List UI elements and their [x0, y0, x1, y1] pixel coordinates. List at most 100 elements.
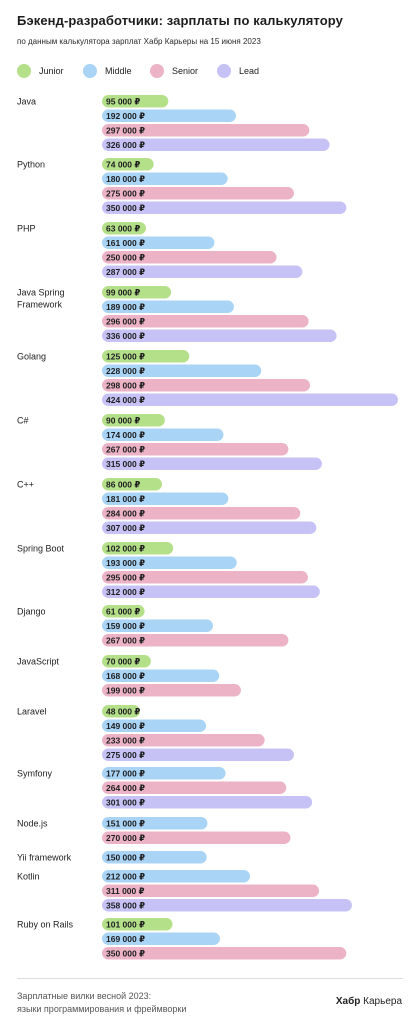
- group-label-csharp: C#: [17, 416, 29, 426]
- bar-csharp-junior: [102, 414, 165, 427]
- group-label-ruby-on-rails: Ruby on Rails: [17, 920, 74, 930]
- bar-value-golang-middle: 228 000 ₽: [106, 366, 145, 376]
- bar-node-js-middle: [102, 817, 208, 830]
- bar-django-senior: [102, 634, 289, 647]
- bar-cplusplus-junior: [102, 478, 163, 491]
- bar-value-ruby-on-rails-middle: 169 000 ₽: [106, 934, 145, 944]
- brand-name-rest: Карьера: [363, 996, 402, 1007]
- bar-ruby-on-rails-junior: [102, 918, 173, 931]
- bar-java-spring-framework-junior: [102, 286, 172, 299]
- bar-value-javascript-senior: 199 000 ₽: [106, 685, 145, 695]
- bar-java-middle: [102, 109, 237, 122]
- bar-java-spring-framework-lead: [102, 329, 337, 342]
- chart-title: Бэкенд-разработчики: зарплаты по калькул…: [17, 13, 343, 28]
- bar-value-python-junior: 74 000 ₽: [106, 159, 140, 169]
- bar-javascript-junior: [102, 655, 151, 668]
- bar-yii-framework-middle: [102, 851, 207, 864]
- bar-value-node-js-middle: 151 000 ₽: [106, 818, 145, 828]
- legend-swatch-lead: [217, 64, 231, 78]
- bar-cplusplus-middle: [102, 492, 229, 505]
- bar-value-csharp-senior: 267 000 ₽: [106, 444, 145, 454]
- bar-laravel-middle: [102, 719, 207, 732]
- bar-value-symfony-middle: 177 000 ₽: [106, 768, 145, 778]
- group-label-golang: Golang: [17, 352, 46, 362]
- bar-value-csharp-junior: 90 000 ₽: [106, 415, 140, 425]
- bar-javascript-senior: [102, 684, 241, 697]
- bar-csharp-middle: [102, 428, 224, 441]
- bar-php-lead: [102, 265, 303, 278]
- bar-laravel-lead: [102, 748, 294, 761]
- legend-swatch-middle: [83, 64, 97, 78]
- group-label-yii-framework: Yii framework: [17, 853, 72, 863]
- bar-value-kotlin-middle: 212 000 ₽: [106, 871, 145, 881]
- bar-value-java-lead: 326 000 ₽: [106, 140, 145, 150]
- bar-value-java-junior: 95 000 ₽: [106, 96, 140, 106]
- salary-bar-chart: Java 95 000 ₽ 192 000 ₽ 297 000 ₽ 326 000 ₽ P…: [17, 95, 398, 960]
- bar-value-kotlin-lead: 358 000 ₽: [106, 900, 145, 910]
- group-label-laravel: Laravel: [17, 707, 47, 717]
- bar-value-spring-boot-middle: 193 000 ₽: [106, 558, 145, 568]
- bar-value-golang-senior: 298 000 ₽: [106, 380, 145, 390]
- legend-label-middle: Middle: [105, 66, 132, 76]
- group-label-java: Java: [17, 97, 36, 107]
- legend-label-lead: Lead: [239, 66, 260, 76]
- legend-item-lead: Lead: [217, 63, 259, 79]
- bar-value-csharp-middle: 174 000 ₽: [106, 430, 145, 440]
- bar-value-python-senior: 275 000 ₽: [106, 188, 145, 198]
- bar-value-ruby-on-rails-junior: 101 000 ₽: [106, 919, 145, 929]
- bar-value-csharp-lead: 315 000 ₽: [106, 459, 145, 469]
- bar-value-golang-lead: 424 000 ₽: [106, 395, 145, 405]
- bar-value-php-junior: 63 000 ₽: [106, 223, 140, 233]
- bar-value-java-spring-framework-middle: 189 000 ₽: [106, 302, 145, 312]
- bar-python-senior: [102, 187, 294, 200]
- bar-value-yii-framework-middle: 150 000 ₽: [106, 852, 145, 862]
- bar-value-javascript-junior: 70 000 ₽: [106, 656, 140, 666]
- bar-value-php-middle: 161 000 ₽: [106, 238, 145, 248]
- legend-swatch-junior: [17, 64, 31, 78]
- bar-value-cplusplus-lead: 307 000 ₽: [106, 523, 145, 533]
- bar-django-middle: [102, 619, 213, 632]
- bar-value-spring-boot-junior: 102 000 ₽: [106, 543, 145, 553]
- bar-value-cplusplus-junior: 86 000 ₽: [106, 479, 140, 489]
- bar-symfony-lead: [102, 796, 313, 809]
- group-label-javascript: JavaScript: [17, 657, 60, 667]
- bar-value-java-middle: 192 000 ₽: [106, 111, 145, 121]
- legend-label-senior: Senior: [172, 66, 199, 76]
- group-label-php: PHP: [17, 224, 36, 234]
- bar-golang-senior: [102, 379, 311, 392]
- bar-value-spring-boot-lead: 312 000 ₽: [106, 587, 145, 597]
- bar-value-java-spring-framework-senior: 296 000 ₽: [106, 316, 145, 326]
- group-label-spring-boot: Spring Boot: [17, 544, 65, 554]
- bar-value-node-js-senior: 270 000 ₽: [106, 833, 145, 843]
- bar-value-laravel-senior: 233 000 ₽: [106, 735, 145, 745]
- legend-item-junior: Junior: [17, 63, 64, 79]
- bar-golang-middle: [102, 364, 262, 377]
- bar-laravel-senior: [102, 734, 265, 747]
- bar-django-junior: [102, 605, 145, 618]
- bar-value-ruby-on-rails-senior: 350 000 ₽: [106, 948, 145, 958]
- group-label-cplusplus: C++: [17, 480, 34, 490]
- bar-value-symfony-lead: 301 000 ₽: [106, 797, 145, 807]
- bar-value-java-senior: 297 000 ₽: [106, 125, 145, 135]
- brand-logo: Хабр Карьера: [336, 996, 402, 1007]
- footer-note-line-2: языки программирования и фреймворки: [17, 1004, 187, 1014]
- bar-value-laravel-middle: 149 000 ₽: [106, 721, 145, 731]
- group-label-django: Django: [17, 607, 46, 617]
- bar-value-spring-boot-senior: 295 000 ₽: [106, 572, 145, 582]
- bar-spring-boot-middle: [102, 556, 237, 569]
- brand-name-bold: Хабр: [335, 996, 361, 1007]
- group-label-symfony: Symfony: [17, 769, 53, 779]
- group-label-java-spring-framework: Java Spring Framework: [17, 288, 65, 310]
- bar-java-spring-framework-senior: [102, 315, 309, 328]
- bar-spring-boot-senior: [102, 571, 308, 584]
- bar-php-middle: [102, 236, 215, 249]
- bar-value-python-lead: 350 000 ₽: [106, 203, 145, 213]
- legend-label-junior: Junior: [39, 66, 64, 76]
- bar-spring-boot-lead: [102, 585, 320, 598]
- bar-value-django-junior: 61 000 ₽: [106, 606, 140, 616]
- bar-csharp-lead: [102, 457, 322, 470]
- bar-value-java-spring-framework-lead: 336 000 ₽: [106, 331, 145, 341]
- bar-symfony-senior: [102, 781, 287, 794]
- bar-value-php-lead: 287 000 ₽: [106, 267, 145, 277]
- bar-value-django-middle: 159 000 ₽: [106, 621, 145, 631]
